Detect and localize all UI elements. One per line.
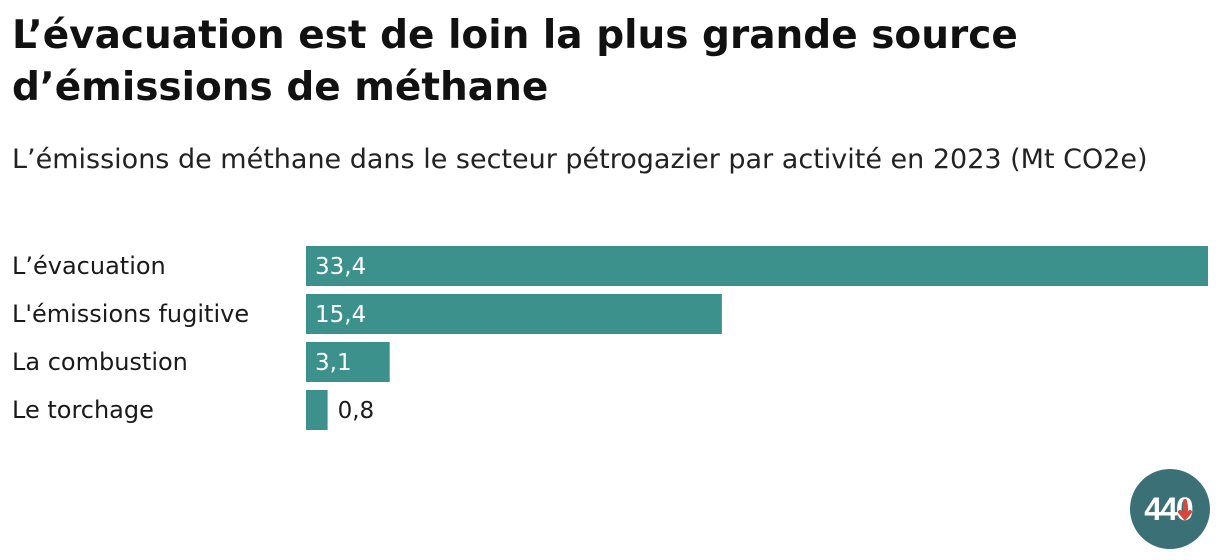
brand-logo: 440 (1130, 469, 1210, 549)
bar (306, 342, 390, 382)
value-label: 3,1 (315, 350, 352, 376)
category-label: La combustion (12, 348, 188, 376)
value-label: 0,8 (338, 398, 375, 424)
chart-subtitle: L’émissions de méthane dans le secteur p… (12, 144, 1148, 175)
bar (306, 294, 722, 334)
bar-chart: L’évacuation 33,4 L'émissions fugitive 15,4… (12, 246, 1208, 430)
category-label: Le torchage (12, 396, 154, 424)
category-label: L’évacuation (12, 252, 166, 280)
bar (306, 246, 1208, 286)
value-label: 33,4 (315, 254, 366, 280)
logo-badge (1130, 469, 1210, 549)
down-arrow-icon (1178, 499, 1192, 520)
category-label: L'émissions fugitive (12, 300, 249, 328)
value-label: 15,4 (315, 302, 366, 328)
chart-title: L’évacuation est de loin la plus grande … (12, 13, 1018, 110)
bar (306, 390, 328, 430)
